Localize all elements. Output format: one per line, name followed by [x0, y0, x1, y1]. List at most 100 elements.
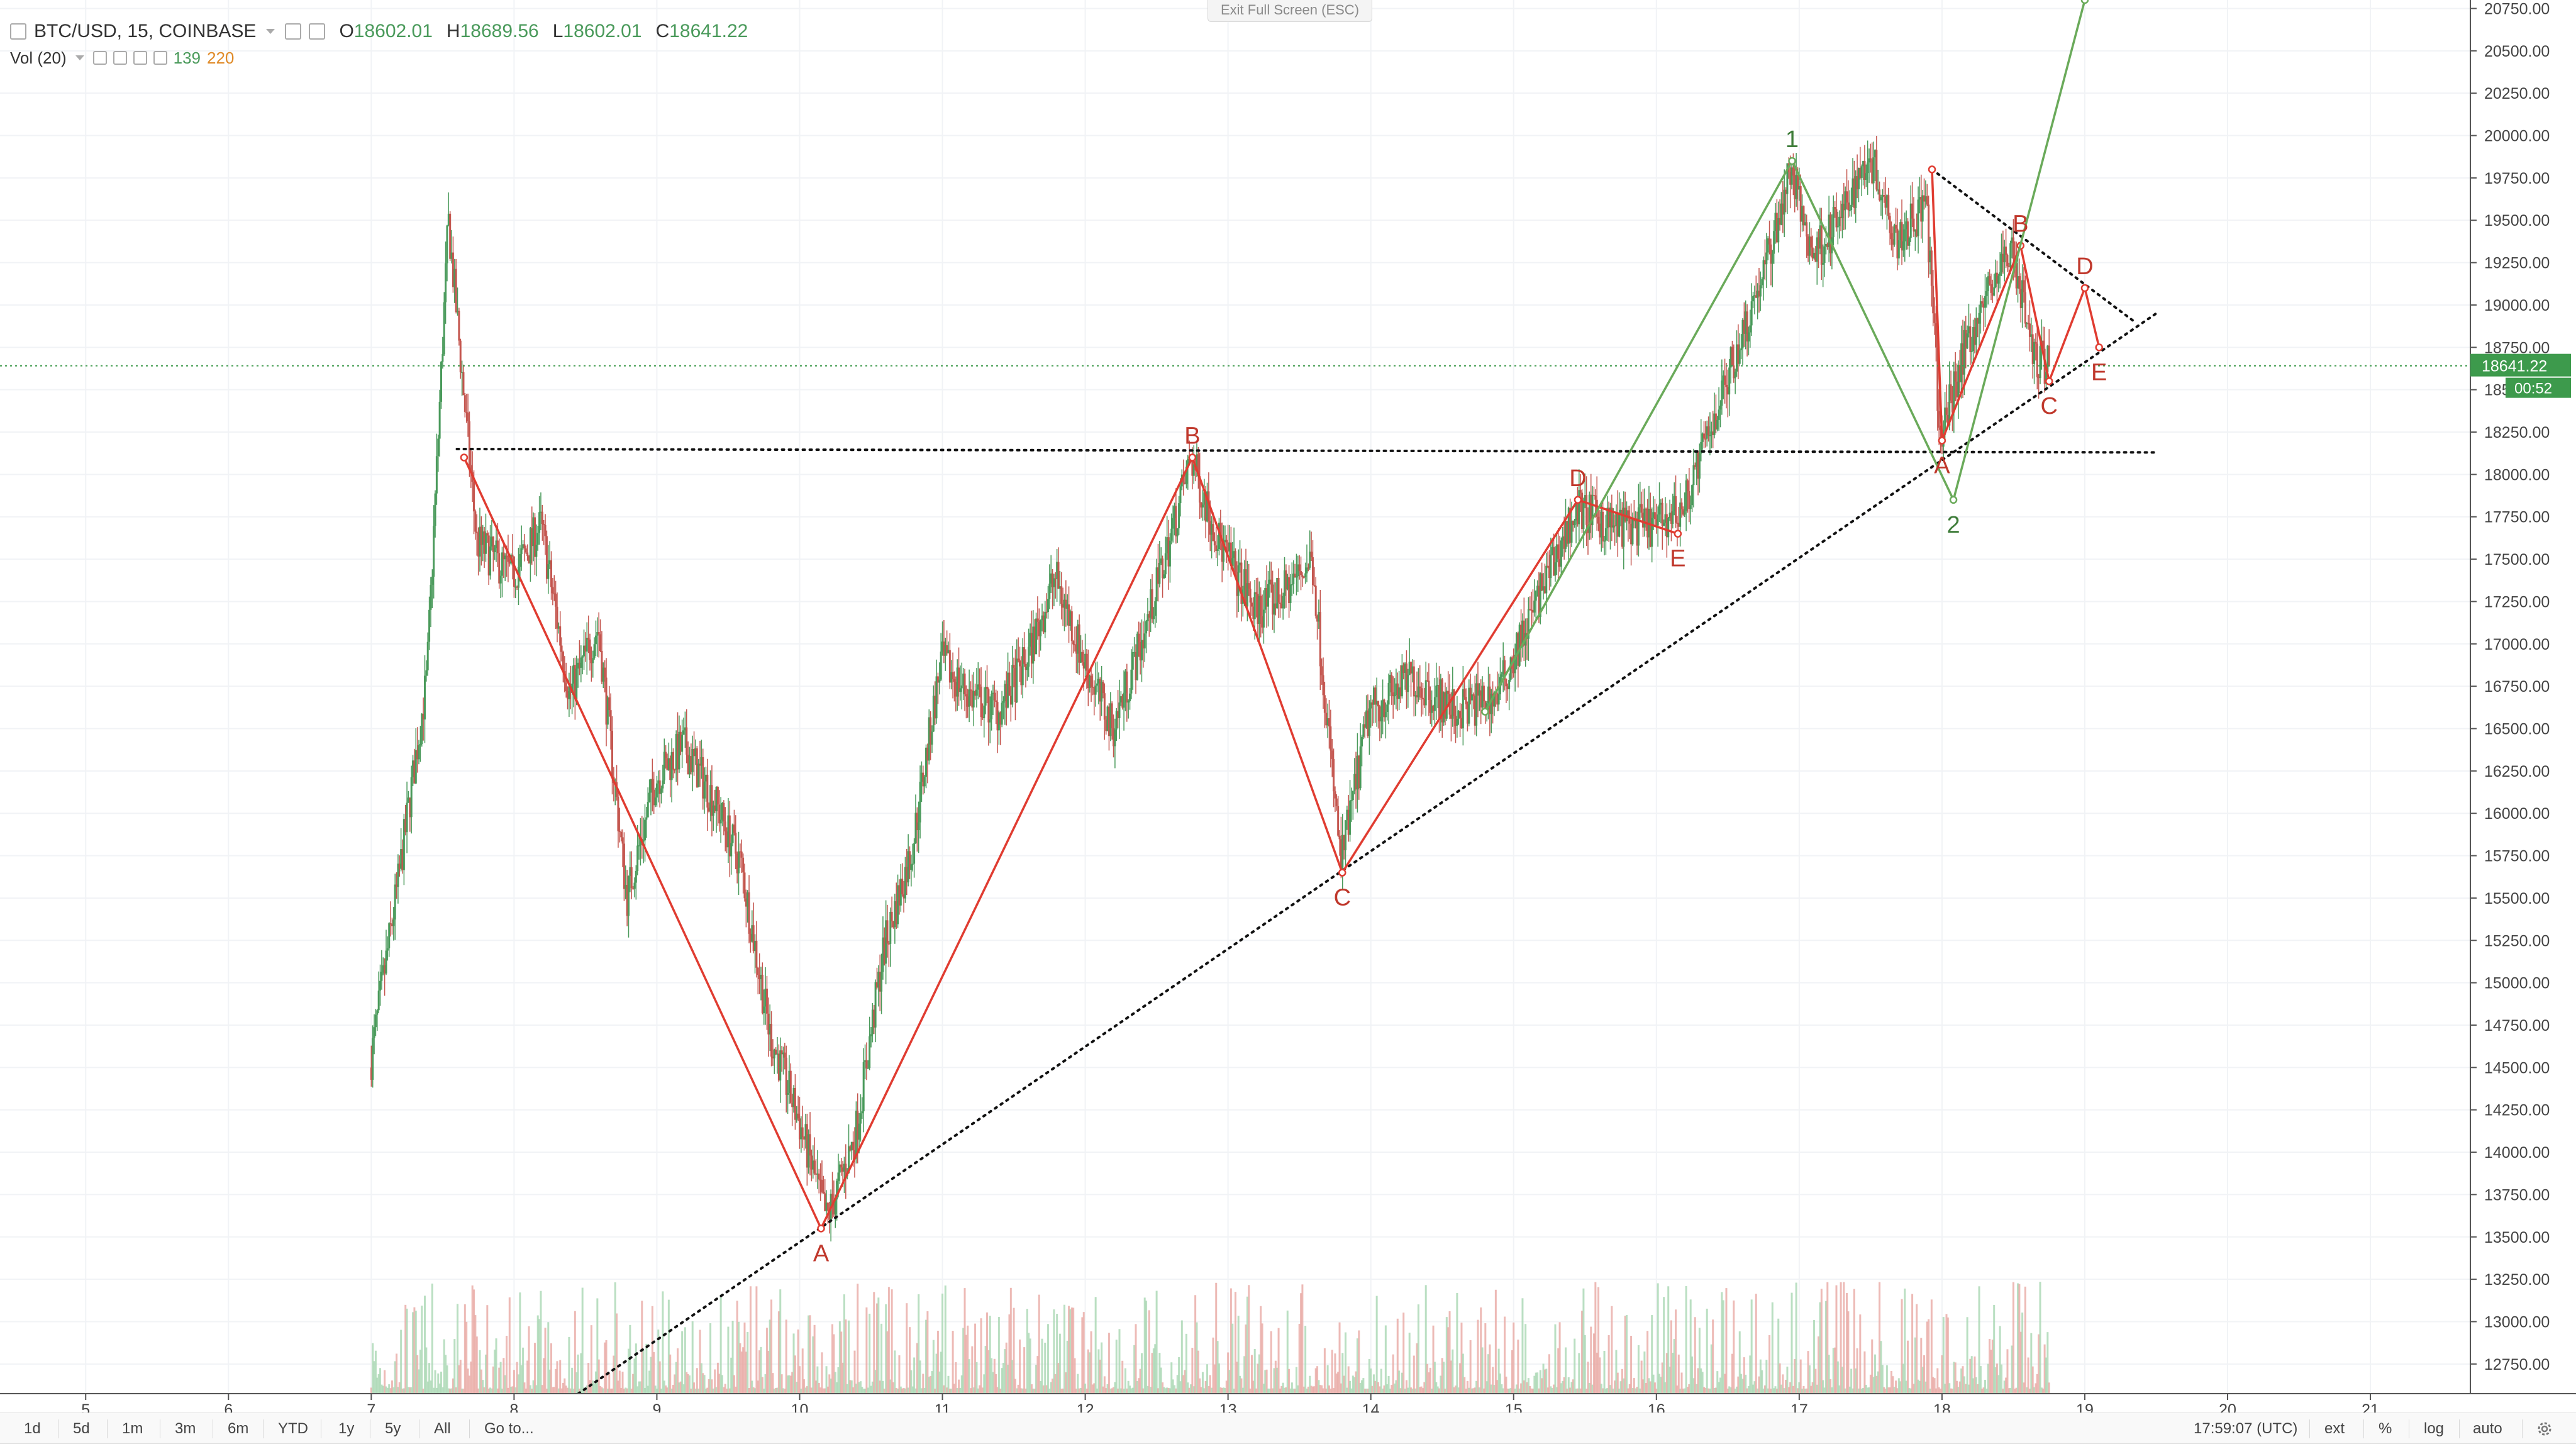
- candle-body: [382, 965, 384, 972]
- volume-bar: [1172, 1379, 1174, 1394]
- candle-body: [910, 864, 913, 870]
- volume-bar: [577, 1354, 579, 1394]
- percent-toggle[interactable]: %: [2379, 1420, 2392, 1437]
- volume-bar: [410, 1387, 413, 1394]
- candle-body: [1885, 195, 1888, 208]
- hide-icon[interactable]: [92, 51, 107, 65]
- candle-body: [1355, 774, 1357, 790]
- candle-body: [1936, 347, 1939, 411]
- candle-body: [1729, 347, 1732, 368]
- candle-body: [1070, 611, 1073, 641]
- range-button-all[interactable]: All: [434, 1420, 451, 1437]
- range-button-3m[interactable]: 3m: [175, 1420, 196, 1437]
- volume-bar: [636, 1386, 639, 1394]
- volume-bar: [1218, 1363, 1220, 1394]
- volume-bar: [943, 1385, 945, 1394]
- price-tick-label: 15500.00: [2484, 890, 2550, 908]
- chevron-down-icon[interactable]: [266, 29, 275, 34]
- candle-body: [433, 526, 435, 577]
- volume-bar: [993, 1358, 996, 1394]
- candle-body: [1176, 528, 1179, 536]
- range-button-ytd[interactable]: YTD: [278, 1420, 308, 1437]
- candle-body: [1323, 695, 1326, 713]
- gear-icon[interactable]: [2534, 1419, 2555, 1439]
- volume-bar: [1527, 1378, 1530, 1394]
- volume-bar: [1555, 1387, 1558, 1394]
- goto-button[interactable]: Go to...: [484, 1420, 534, 1437]
- candle-body: [1689, 505, 1692, 509]
- candle-body: [1302, 577, 1305, 578]
- volume-bar: [716, 1362, 719, 1394]
- range-button-5y[interactable]: 5y: [385, 1420, 401, 1437]
- range-button-5d[interactable]: 5d: [73, 1420, 90, 1437]
- candle-body: [1379, 706, 1381, 722]
- volume-bar: [620, 1387, 623, 1394]
- candle-body: [1042, 615, 1045, 633]
- volume-bar: [1325, 1388, 1328, 1394]
- candle-body: [1897, 240, 1900, 258]
- candle-body: [980, 686, 982, 717]
- range-button-1m[interactable]: 1m: [122, 1420, 143, 1437]
- symbol-label[interactable]: BTC/USD, 15, COINBASE: [34, 21, 257, 42]
- candle-body: [925, 747, 928, 777]
- candle-body: [719, 819, 722, 824]
- utc-clock[interactable]: 17:59:07 (UTC): [2194, 1420, 2298, 1437]
- candle-body: [1581, 492, 1584, 530]
- candle-body: [1020, 666, 1023, 686]
- candle-body: [402, 819, 405, 870]
- candle-body: [1119, 696, 1122, 702]
- volume-label[interactable]: Vol (20): [10, 48, 67, 67]
- candle-body: [1853, 178, 1855, 208]
- exit-fullscreen-button[interactable]: Exit Full Screen (ESC): [1208, 0, 1372, 22]
- range-button-6m[interactable]: 6m: [228, 1420, 249, 1437]
- volume-bar: [1456, 1293, 1458, 1394]
- candle-body: [816, 1174, 819, 1175]
- settings-icon[interactable]: [285, 23, 302, 40]
- volume-bar: [1619, 1381, 1622, 1394]
- candle-body: [2015, 263, 2018, 289]
- candle-body: [1726, 387, 1729, 395]
- volume-bar: [483, 1387, 486, 1394]
- candle-body: [1794, 175, 1796, 199]
- candle-body: [475, 531, 478, 533]
- collapse-icon[interactable]: [10, 23, 26, 40]
- candle-body: [1697, 452, 1699, 479]
- volume-bar: [562, 1382, 564, 1394]
- more-icon[interactable]: [153, 51, 167, 65]
- volume-bar: [1728, 1386, 1731, 1394]
- auto-toggle[interactable]: auto: [2473, 1420, 2502, 1437]
- candle-body: [479, 526, 481, 557]
- range-button-1d[interactable]: 1d: [24, 1420, 41, 1437]
- candle-body: [1492, 693, 1494, 707]
- ext-toggle[interactable]: ext: [2324, 1420, 2345, 1437]
- volume-bar: [1581, 1311, 1584, 1394]
- volume-bar: [950, 1388, 953, 1394]
- candle-body: [425, 670, 428, 676]
- add-icon[interactable]: [133, 51, 147, 65]
- candle-body: [704, 774, 707, 782]
- candle-body: [1535, 591, 1537, 601]
- volume-bar: [492, 1366, 494, 1394]
- volume-bar: [865, 1307, 868, 1394]
- candle-body: [1630, 523, 1633, 545]
- volume-bar: [1836, 1361, 1839, 1394]
- settings-icon[interactable]: [113, 51, 127, 65]
- range-button-1y[interactable]: 1y: [338, 1420, 355, 1437]
- volume-bar: [1530, 1388, 1533, 1394]
- candle-body: [1046, 599, 1049, 613]
- volume-bar: [1660, 1377, 1662, 1394]
- volume-bar: [1762, 1388, 1765, 1394]
- volume-bar: [1453, 1387, 1455, 1394]
- volume-bar: [1911, 1294, 1914, 1394]
- chevron-down-icon[interactable]: [75, 55, 84, 60]
- log-toggle[interactable]: log: [2424, 1420, 2445, 1437]
- volume-bar: [506, 1335, 508, 1394]
- candle-body: [2042, 340, 2045, 349]
- candle-body: [406, 802, 408, 833]
- volume-bar: [586, 1385, 588, 1394]
- candle-body: [609, 710, 612, 731]
- volume-bar: [1706, 1308, 1708, 1394]
- hide-icon[interactable]: [309, 23, 326, 40]
- candle-body: [1907, 221, 1909, 246]
